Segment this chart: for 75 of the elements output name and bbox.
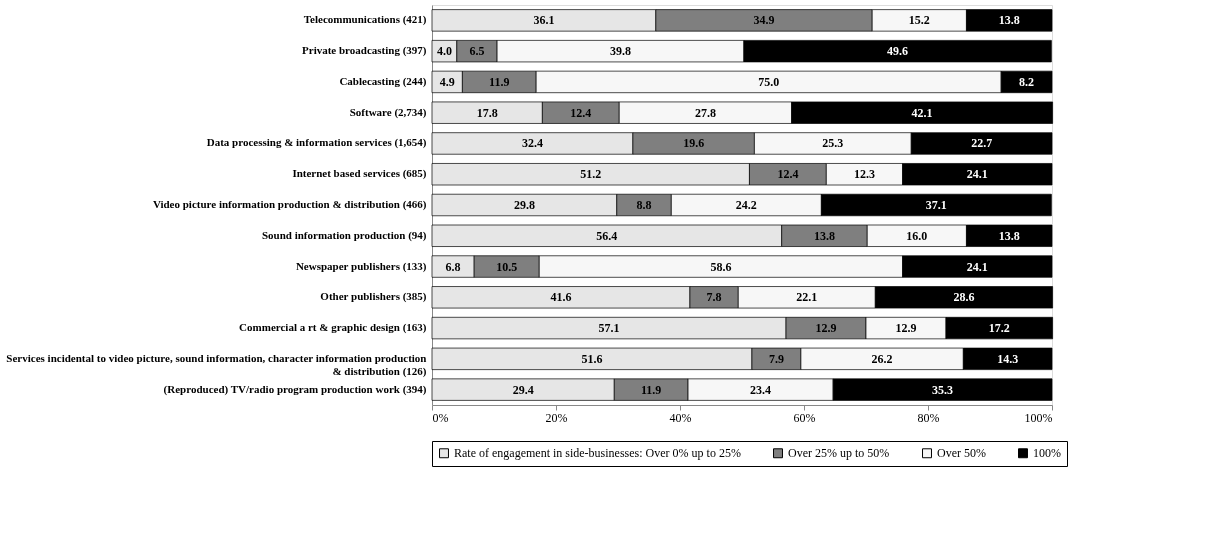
data-label: 13.8 xyxy=(998,228,1020,243)
data-label: 29.8 xyxy=(513,198,535,212)
data-label: 10.5 xyxy=(496,259,518,274)
data-label: 22.7 xyxy=(971,136,993,151)
data-label: 56.4 xyxy=(596,228,618,243)
data-label: 51.6 xyxy=(581,351,603,366)
data-label: 15.2 xyxy=(908,13,930,28)
data-label: 13.8 xyxy=(998,13,1020,28)
legend-label: Rate of engagement in side-businesses: Over 0% up to 25% xyxy=(454,446,741,461)
data-label: 8.2 xyxy=(1019,74,1035,89)
y-tick-label: Video picture information production & distribution (466) xyxy=(152,198,427,211)
data-label: 14.3 xyxy=(997,351,1019,366)
data-label: 28.6 xyxy=(953,290,975,305)
y-tick-label: (Reproduced) TV/radio program production work (394) xyxy=(163,382,427,396)
data-label: 12.4 xyxy=(777,167,799,182)
data-label: 17.2 xyxy=(988,321,1010,336)
data-label: 25.3 xyxy=(822,136,844,151)
data-label: 58.6 xyxy=(710,259,732,274)
legend-label: Over 50% xyxy=(937,446,986,461)
y-tick-label: Data processing & information services (1,654) xyxy=(206,136,427,150)
x-tick-label: 100% xyxy=(1024,410,1053,425)
y-tick-label: Sound information production (94) xyxy=(261,228,427,242)
data-label: 12.9 xyxy=(895,321,917,336)
data-label: 23.4 xyxy=(750,382,772,397)
data-label: 57.1 xyxy=(598,321,620,336)
y-tick-label: Newspaper publishers (133) xyxy=(295,259,427,273)
data-label: 51.2 xyxy=(580,167,602,182)
y-tick-label: Telecommunications (421) xyxy=(303,13,427,27)
data-label: 6.5 xyxy=(469,44,485,59)
data-label: 4.0 xyxy=(436,44,452,59)
data-label: 26.2 xyxy=(871,351,893,366)
data-label: 39.8 xyxy=(609,44,631,59)
data-label: 16.0 xyxy=(906,228,928,243)
x-tick-label: 80% xyxy=(917,410,940,425)
data-label: 11.9 xyxy=(641,382,662,397)
data-label: 8.8 xyxy=(636,198,652,212)
data-label: 12.9 xyxy=(815,321,837,336)
data-label: 24.2 xyxy=(735,198,757,212)
data-label: 27.8 xyxy=(694,105,716,120)
data-label: 36.1 xyxy=(533,13,555,28)
y-tick-label: Commercial a rt & graphic design (163) xyxy=(239,321,427,335)
data-label: 17.8 xyxy=(476,105,498,120)
y-tick-label: Private broadcasting (397) xyxy=(302,44,427,58)
data-label: 29.4 xyxy=(512,382,534,397)
y-tick-label: Services incidental to video picture, sound information, character information production & distribution (126) xyxy=(6,351,427,378)
data-label: 7.8 xyxy=(706,290,722,305)
data-label: 35.3 xyxy=(932,382,954,397)
data-label: 4.9 xyxy=(439,74,455,89)
data-label: 75.0 xyxy=(758,74,780,89)
y-tick-label: Software (2,734) xyxy=(349,105,427,119)
x-tick-label: 20% xyxy=(545,410,568,425)
data-label: 24.1 xyxy=(966,259,988,274)
data-label: 13.8 xyxy=(813,228,835,243)
data-label: 19.6 xyxy=(683,136,705,151)
data-label: 12.3 xyxy=(853,167,875,182)
data-label: 6.8 xyxy=(445,259,461,274)
x-tick-label: 60% xyxy=(793,410,816,425)
data-label: 24.1 xyxy=(966,167,988,182)
data-label: 7.9 xyxy=(768,351,784,366)
data-label: 37.1 xyxy=(925,198,947,212)
data-label: 34.9 xyxy=(753,13,775,28)
data-label: 12.4 xyxy=(570,105,592,120)
y-tick-label: Internet based services (685) xyxy=(292,167,427,181)
data-label: 32.4 xyxy=(521,136,543,151)
x-tick-label: 40% xyxy=(669,410,692,425)
data-label: 11.9 xyxy=(489,74,510,89)
x-tick-label: 0% xyxy=(432,410,449,425)
data-label: 22.1 xyxy=(796,290,818,305)
legend-label: Over 25% up to 50% xyxy=(788,446,890,461)
data-label: 42.1 xyxy=(911,105,933,120)
legend-label: 100% xyxy=(1033,446,1061,461)
data-label: 41.6 xyxy=(550,290,572,305)
y-tick-label: Other publishers (385) xyxy=(320,290,427,304)
data-label: 49.6 xyxy=(887,44,909,59)
y-tick-label: Cablecasting (244) xyxy=(339,74,427,88)
